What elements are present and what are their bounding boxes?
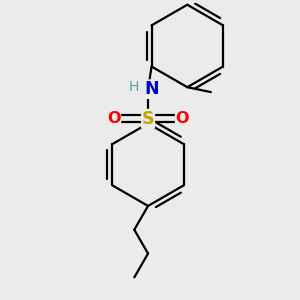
Text: O: O: [176, 111, 189, 126]
Text: N: N: [145, 80, 159, 98]
Text: O: O: [107, 111, 120, 126]
Text: S: S: [142, 110, 154, 128]
Text: H: H: [129, 80, 140, 94]
